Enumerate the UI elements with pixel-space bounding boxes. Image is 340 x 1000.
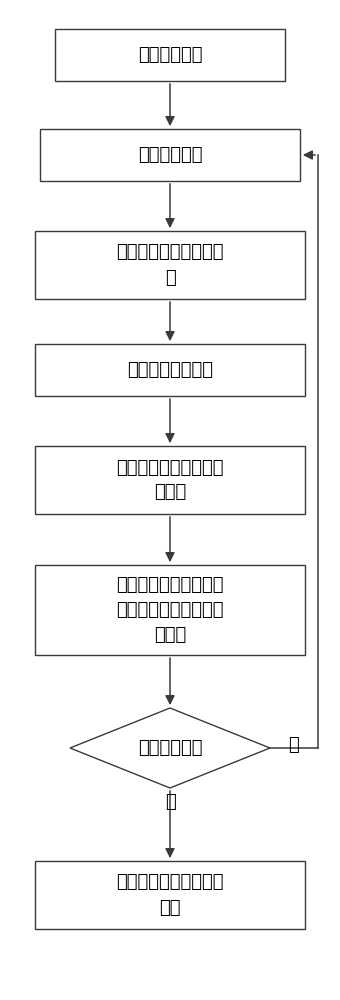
Text: 对叶片叶身型面进行光
顺处理: 对叶片叶身型面进行光 顺处理 [116,458,224,502]
Bar [35,446,305,514]
Text: 选择测量基准: 选择测量基准 [138,46,202,64]
Text: 对叶型参数进行初步处
理: 对叶型参数进行初步处 理 [116,243,224,286]
Text: 叶身型面测量: 叶身型面测量 [138,146,202,164]
Bar [35,861,305,929]
Polygon shape [70,708,270,788]
Text: 否: 否 [288,736,299,754]
Text: 按照积叠规律积叠: 按照积叠规律积叠 [127,361,213,379]
Text: 沿叶高调整曲率梳，并
重新对叶身型面进行光
顺处理: 沿叶高调整曲率梳，并 重新对叶身型面进行光 顺处理 [116,576,224,644]
Bar [35,344,305,396]
Bar [35,231,305,299]
Text: 完成叶型技术条件和设
计图: 完成叶型技术条件和设 计图 [116,874,224,916]
Bar [55,29,285,81]
Text: 是: 是 [165,793,175,811]
Text: 满足设计要求: 满足设计要求 [138,739,202,757]
Bar [35,565,305,655]
Bar [40,129,300,181]
